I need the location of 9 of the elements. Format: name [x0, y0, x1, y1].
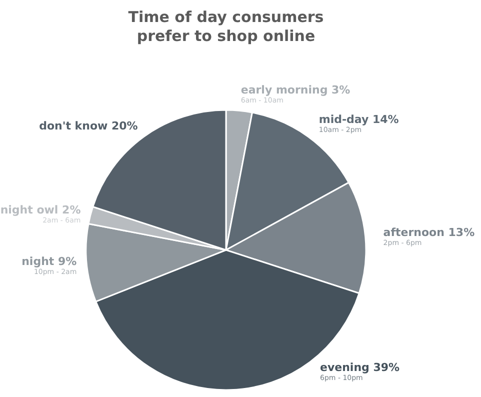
slice-label: mid-day 14% [318, 113, 399, 126]
slice-label: night owl 2% [0, 204, 81, 217]
slice-label: early morning 3% [240, 84, 350, 97]
text: prefer to shop online [136, 27, 316, 45]
slice-label: night 9% [22, 255, 77, 268]
slice-label: afternoon 13% [383, 226, 475, 240]
slice-label: evening 39% [320, 361, 400, 374]
text: Time of day consumers [128, 8, 324, 26]
slice-label: don't know 20% [39, 120, 138, 133]
